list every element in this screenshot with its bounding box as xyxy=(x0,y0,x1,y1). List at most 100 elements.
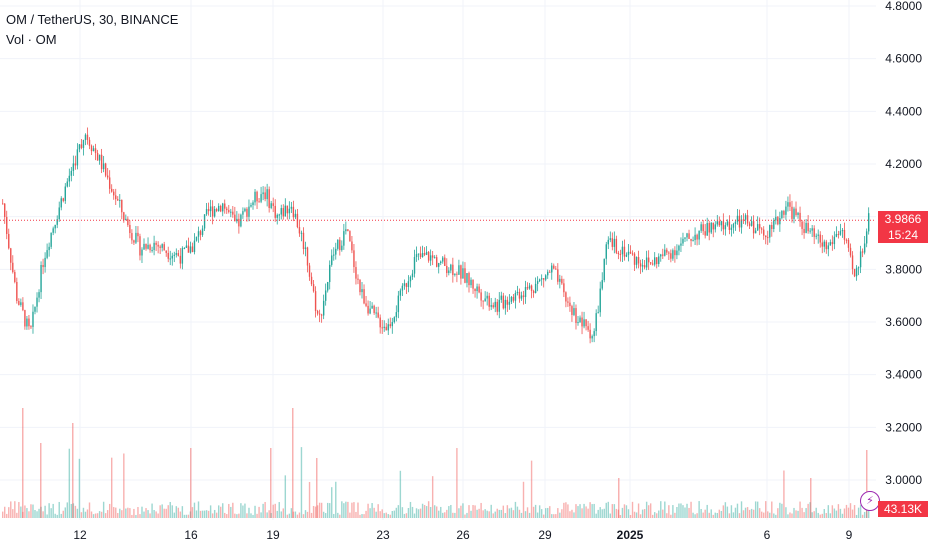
candle-body xyxy=(133,240,135,243)
candle-body xyxy=(446,265,448,274)
candle-body xyxy=(643,265,646,268)
candle-body xyxy=(827,245,830,250)
candle-body xyxy=(591,336,593,339)
candle-body xyxy=(62,198,64,201)
volume-bar xyxy=(756,501,759,518)
candle-body xyxy=(767,237,769,239)
candle-body xyxy=(793,208,795,219)
candle-body xyxy=(365,303,367,306)
candle-body xyxy=(561,278,563,284)
candle-body xyxy=(38,292,40,298)
candle-body xyxy=(833,236,836,245)
lightning-icon[interactable]: ⚡ xyxy=(860,491,880,511)
candle-body xyxy=(56,219,58,225)
candle-body xyxy=(371,305,373,309)
candle-body xyxy=(201,228,204,235)
candle-body xyxy=(76,149,79,166)
candle-body xyxy=(867,213,870,232)
volume-bar xyxy=(839,508,842,518)
volume-bar xyxy=(191,507,194,518)
volume-bar xyxy=(131,514,133,518)
volume-bar xyxy=(286,514,289,518)
candle-body xyxy=(472,279,474,289)
candle-body xyxy=(78,144,81,150)
time-axis: 12 16 19 23 26 29 2025 6 9 xyxy=(73,528,852,542)
volume-bar xyxy=(266,512,268,518)
volume-legend[interactable]: Vol · OM xyxy=(6,32,57,47)
price-tick-label: 3.6000 xyxy=(885,315,922,329)
candle-body xyxy=(498,299,500,312)
price-tick-label: 3.0000 xyxy=(885,473,922,487)
volume-bar xyxy=(810,478,812,518)
volume-bar xyxy=(175,506,178,518)
candle-body xyxy=(28,318,30,327)
candle-body xyxy=(260,194,262,202)
candle-body xyxy=(52,228,54,233)
candle-body xyxy=(123,212,125,221)
candle-body xyxy=(98,154,101,161)
candle-body xyxy=(649,262,652,264)
volume-bar xyxy=(589,502,591,518)
candle-body xyxy=(765,235,767,238)
volume-bar xyxy=(106,510,109,518)
candle-body xyxy=(397,295,400,313)
candle-body xyxy=(611,238,614,247)
candle-body xyxy=(10,248,12,263)
candle-body xyxy=(363,289,365,304)
candle-body xyxy=(74,163,77,166)
time-tick-label: 2025 xyxy=(617,528,644,542)
volume-bar xyxy=(234,513,236,518)
candle-body xyxy=(702,224,704,232)
volume-bar xyxy=(14,501,16,518)
volume-bar xyxy=(282,508,284,518)
volume-bar xyxy=(795,510,797,518)
volume-bar xyxy=(262,503,264,518)
volume-bar xyxy=(4,506,6,518)
candle-body xyxy=(375,312,377,314)
candle-body xyxy=(565,292,567,302)
volume-bar xyxy=(803,512,805,518)
candle-body xyxy=(80,144,83,148)
candle-body xyxy=(813,228,815,237)
candle-body xyxy=(559,278,561,282)
candle-body xyxy=(668,252,670,254)
candle-body xyxy=(32,311,34,327)
candle-body xyxy=(542,278,545,280)
candle-body xyxy=(312,284,315,292)
last-price-value: 3.9866 xyxy=(884,212,922,226)
volume-bar xyxy=(760,511,763,518)
volume-bar xyxy=(397,505,400,518)
candle-body xyxy=(280,208,282,215)
volume-bar xyxy=(84,511,87,518)
candle-body xyxy=(193,240,196,253)
volume-bar xyxy=(222,503,224,518)
volume-bar xyxy=(72,423,74,518)
volume-bar xyxy=(682,505,684,518)
candle-body xyxy=(573,308,575,315)
volume-bar xyxy=(421,503,424,518)
candle-body xyxy=(153,242,155,250)
volume-bar xyxy=(22,511,24,518)
candle-body xyxy=(187,245,190,253)
candle-body xyxy=(436,257,438,267)
volume-bar xyxy=(322,511,325,518)
candle-body xyxy=(66,181,69,187)
candle-body xyxy=(290,206,293,209)
candle-body xyxy=(534,283,537,293)
candle-body xyxy=(825,241,828,250)
candle-body xyxy=(409,276,412,282)
candle-body xyxy=(228,210,230,212)
time-tick-label: 19 xyxy=(266,528,280,542)
candle-body xyxy=(421,252,424,258)
volume-bar xyxy=(205,510,208,518)
candle-body xyxy=(395,312,398,318)
symbol-title[interactable]: OM / TetherUS, 30, BINANCE xyxy=(6,12,179,27)
candle-body xyxy=(4,203,6,217)
volume-bar xyxy=(547,507,549,518)
candle-body xyxy=(694,234,696,241)
candle-body xyxy=(100,154,103,170)
volume-bar xyxy=(433,505,436,518)
volume-bar xyxy=(169,501,171,518)
candle-body xyxy=(391,322,394,327)
